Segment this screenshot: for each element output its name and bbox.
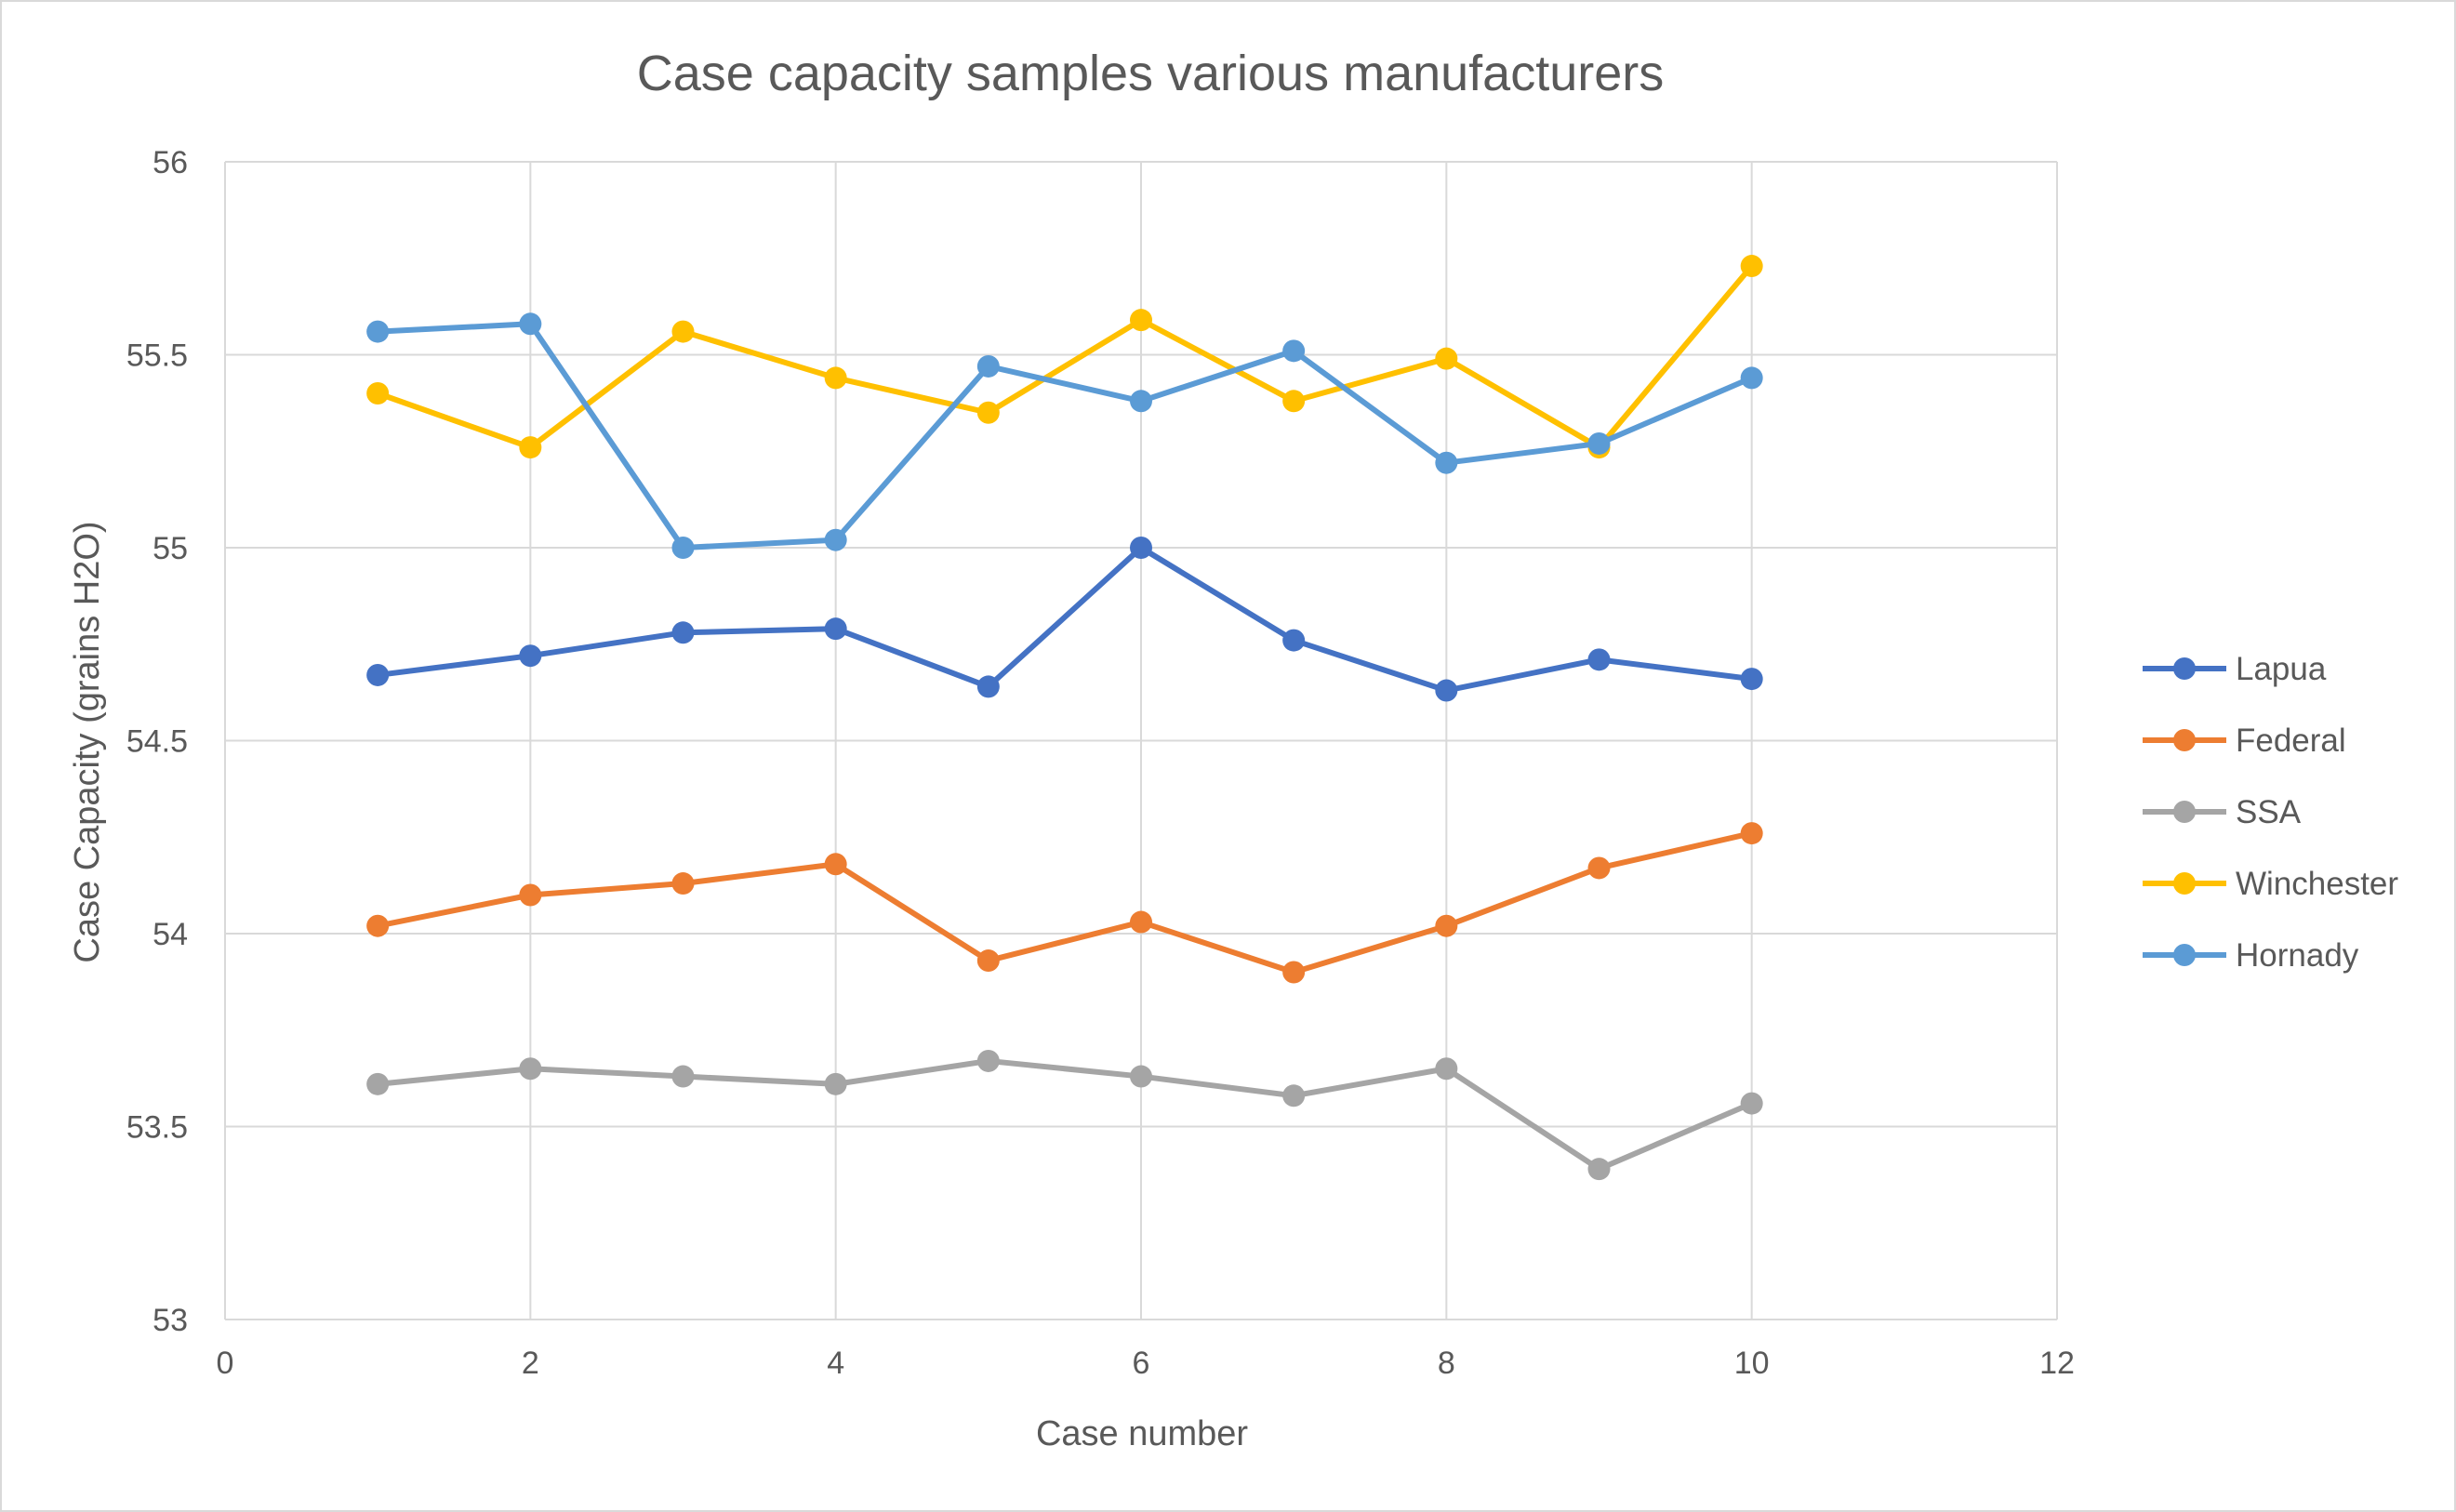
tick-labels: 0 2 4 6 8 10 12 53 53.5 54 54.5 55 55.5 56 [126, 145, 2075, 1381]
legend-item: Winchester [2143, 866, 2398, 902]
data-point [366, 663, 390, 686]
data-point [1130, 390, 1152, 413]
data-point [1282, 961, 1306, 984]
data-point [671, 621, 695, 644]
series-line [375, 1057, 1755, 1173]
data-point [1435, 914, 1458, 937]
data-point [1282, 1084, 1306, 1107]
series-federal [366, 822, 1763, 984]
data-point [976, 401, 1000, 424]
legend-item: Federal [2143, 723, 2346, 759]
data-point [519, 312, 542, 336]
data-point [1130, 910, 1152, 934]
data-point [824, 528, 847, 551]
legend-marker [2173, 657, 2196, 680]
legend-label: SSA [2236, 794, 2302, 830]
legend-marker [2173, 801, 2196, 823]
x-tick-label: 2 [522, 1346, 539, 1381]
data-point [671, 1065, 695, 1088]
legend: Lapua Federal SSA Winchester Hornady [2143, 651, 2398, 974]
y-tick-label: 53 [153, 1303, 188, 1338]
series-layer [366, 255, 1763, 1181]
x-tick-label: 10 [1734, 1346, 1770, 1381]
data-point [824, 853, 847, 876]
legend-label: Federal [2236, 723, 2346, 759]
data-point [519, 883, 542, 907]
series-hornady [366, 312, 1763, 559]
y-tick-label: 55.5 [126, 338, 188, 374]
data-point [519, 1057, 542, 1081]
data-point [1435, 451, 1458, 474]
data-point [1130, 309, 1152, 332]
legend-label: Winchester [2236, 866, 2398, 902]
legend-marker [2173, 944, 2196, 966]
legend-item: Lapua [2143, 651, 2327, 687]
series-lapua [366, 537, 1763, 702]
data-point [1587, 1158, 1611, 1181]
data-point [1435, 347, 1458, 370]
legend-item: Hornady [2143, 937, 2359, 974]
series-line [375, 830, 1755, 975]
data-point [1740, 1092, 1763, 1115]
legend-item: SSA [2143, 794, 2302, 830]
data-point [1435, 1057, 1458, 1081]
data-point [1282, 629, 1306, 652]
data-point [671, 537, 695, 559]
data-point [1587, 856, 1611, 880]
data-point [1587, 431, 1611, 455]
chart-title: Case capacity samples various manufactur… [637, 46, 1664, 101]
data-point [1130, 537, 1152, 559]
data-point [1740, 255, 1763, 278]
data-point [1587, 648, 1611, 671]
series-line [375, 545, 1755, 694]
series-winchester [366, 255, 1763, 459]
data-point [976, 354, 1000, 378]
data-point [824, 366, 847, 390]
legend-label: Lapua [2236, 651, 2327, 687]
gridlines [224, 161, 2058, 1320]
data-point [1282, 339, 1306, 363]
x-tick-label: 4 [827, 1346, 844, 1381]
data-point [366, 1072, 390, 1095]
data-point [1282, 390, 1306, 413]
series-ssa [366, 1049, 1763, 1181]
y-axis-title: Case Capacity (grains H2O) [68, 521, 107, 962]
data-point [1130, 1065, 1152, 1088]
y-tick-label: 54 [153, 917, 188, 952]
data-point [519, 644, 542, 668]
legend-marker [2173, 729, 2196, 751]
data-point [1435, 679, 1458, 702]
data-point [366, 382, 390, 405]
data-point [976, 1049, 1000, 1072]
data-point [976, 675, 1000, 698]
data-point [976, 949, 1000, 973]
y-tick-label: 54.5 [126, 724, 188, 760]
data-point [671, 872, 695, 895]
legend-marker [2173, 872, 2196, 895]
x-tick-label: 0 [217, 1346, 234, 1381]
x-tick-label: 6 [1133, 1346, 1150, 1381]
data-point [824, 617, 847, 641]
series-line [375, 321, 1755, 550]
data-point [1740, 366, 1763, 390]
x-tick-label: 8 [1438, 1346, 1455, 1381]
legend-label: Hornady [2236, 937, 2359, 974]
y-tick-label: 53.5 [126, 1110, 188, 1146]
data-point [671, 320, 695, 343]
data-point [1740, 822, 1763, 845]
x-axis-title: Case number [1036, 1414, 1248, 1453]
data-point [366, 320, 390, 343]
data-point [366, 914, 390, 937]
y-tick-label: 55 [153, 531, 188, 566]
data-point [519, 436, 542, 459]
series-line [375, 263, 1755, 451]
y-tick-label: 56 [153, 145, 188, 180]
x-tick-label: 12 [2039, 1346, 2075, 1381]
data-point [1740, 668, 1763, 691]
data-point [824, 1072, 847, 1095]
